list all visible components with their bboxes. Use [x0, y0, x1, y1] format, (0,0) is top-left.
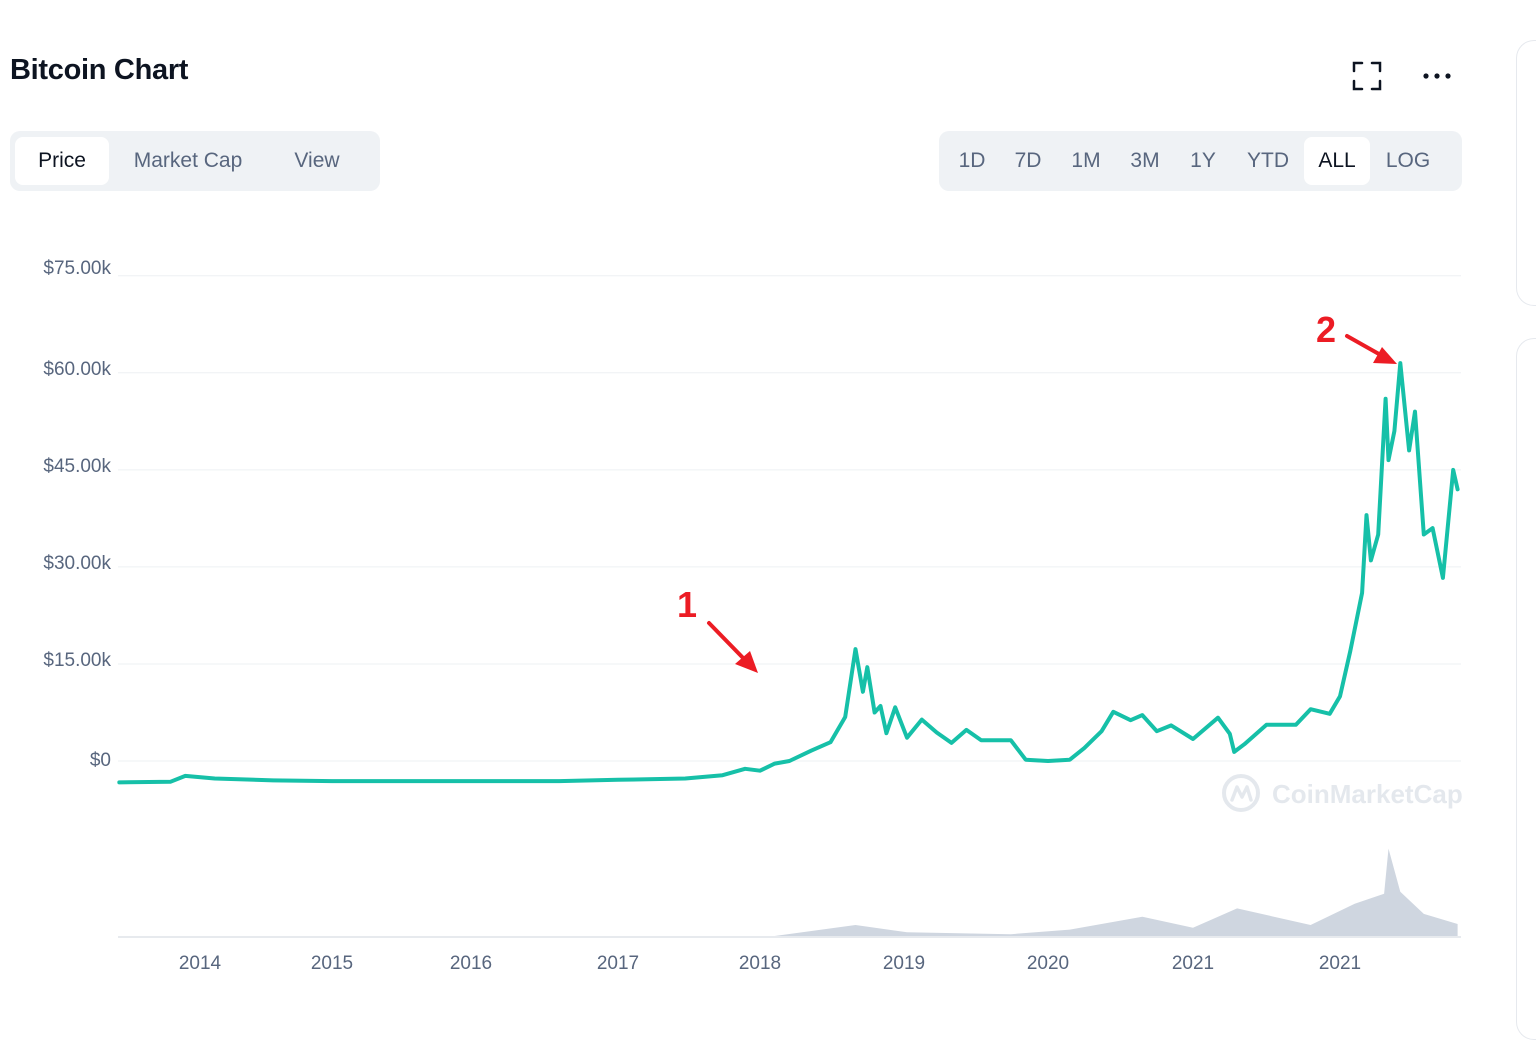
more-horizontal-icon[interactable] — [1417, 56, 1457, 96]
time-range-tabs: 1D 7D 1M 3M 1Y YTD ALL LOG — [939, 131, 1462, 191]
x-tick-label: 2018 — [738, 953, 782, 974]
y-tick-label: $45.00k — [43, 456, 111, 477]
y-tick-label: $60.00k — [43, 359, 111, 380]
x-tick-label: 2016 — [449, 953, 493, 974]
watermark-text: CoinMarketCap — [1272, 779, 1463, 809]
x-tick-label: 2021 — [1171, 953, 1215, 974]
page-title: Bitcoin Chart — [10, 54, 189, 86]
annotation-label-1: 1 — [677, 584, 697, 625]
tab-1m[interactable]: 1M — [1071, 149, 1101, 172]
volume-area — [119, 848, 1458, 936]
annotation-arrow-2 — [1345, 334, 1388, 360]
x-tick-label: 2015 — [310, 953, 354, 974]
price-line — [117, 361, 1460, 785]
x-tick-label: 2021 — [1318, 953, 1362, 974]
x-tick-label: 2014 — [178, 953, 222, 974]
tab-price[interactable]: Price — [15, 137, 109, 185]
y-tick-label: $30.00k — [43, 553, 111, 574]
tab-1d[interactable]: 1D — [958, 149, 986, 172]
chart-type-tabs: Price Market Cap View — [10, 131, 380, 191]
side-panel-edge — [1516, 40, 1536, 306]
x-tick-label: 2017 — [596, 953, 640, 974]
x-tick-label: 2019 — [882, 953, 926, 974]
tab-ytd[interactable]: YTD — [1247, 149, 1289, 172]
tab-1y[interactable]: 1Y — [1190, 149, 1216, 172]
tab-3m[interactable]: 3M — [1130, 149, 1160, 172]
y-tick-label: $15.00k — [43, 650, 111, 671]
fullscreen-icon[interactable] — [1347, 56, 1387, 96]
coinmarketcap-watermark: CoinMarketCap — [1222, 774, 1463, 812]
tab-view[interactable]: View — [294, 149, 340, 172]
annotation-arrowhead-2 — [1373, 347, 1397, 364]
annotation-arrow-1 — [707, 621, 750, 665]
tab-all[interactable]: ALL — [1304, 137, 1370, 185]
side-panel-edge — [1516, 338, 1536, 1040]
y-tick-label: $75.00k — [43, 258, 111, 279]
annotation-arrowhead-1 — [735, 651, 758, 673]
annotation-label-2: 2 — [1316, 309, 1336, 350]
y-tick-label: $0 — [89, 750, 111, 771]
x-tick-label: 2020 — [1026, 953, 1070, 974]
tab-7d[interactable]: 7D — [1014, 149, 1042, 172]
tab-log[interactable]: LOG — [1385, 149, 1431, 172]
tab-market-cap[interactable]: Market Cap — [133, 149, 243, 172]
